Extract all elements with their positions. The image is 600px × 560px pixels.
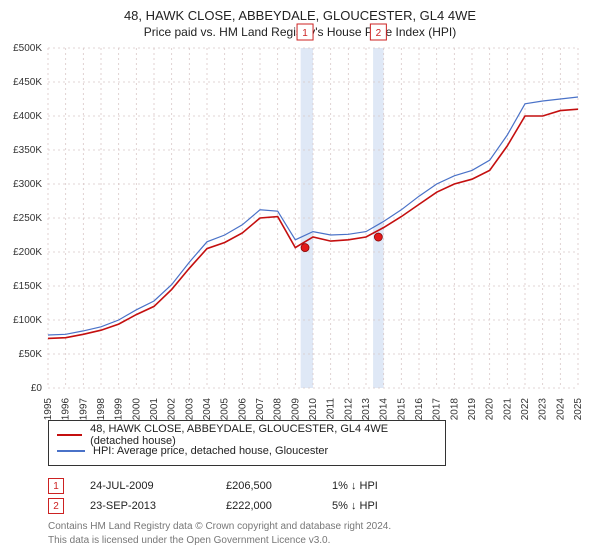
x-axis-label: 2011 (326, 398, 337, 420)
highlight-band (301, 48, 313, 388)
y-axis-label: £100K (13, 315, 42, 326)
transaction-price: £206,500 (226, 480, 306, 492)
x-axis-label: 2020 (485, 398, 496, 421)
sale-point-icon (374, 233, 382, 241)
index-marker-label: 1 (302, 28, 308, 39)
attribution-line: This data is licensed under the Open Gov… (48, 534, 578, 548)
x-axis-label: 2022 (520, 398, 531, 421)
x-axis-label: 2003 (184, 398, 195, 421)
x-axis-label: 2000 (131, 398, 142, 421)
attribution-line: Contains HM Land Registry data © Crown c… (48, 520, 578, 534)
y-axis-label: £450K (13, 77, 42, 88)
legend-item: 48, HAWK CLOSE, ABBEYDALE, GLOUCESTER, G… (57, 427, 437, 443)
transaction-index-icon: 1 (48, 478, 64, 494)
transaction-rows: 1 24-JUL-2009 £206,500 1% ↓ HPI 2 23-SEP… (48, 476, 578, 516)
y-axis-label: £250K (13, 213, 42, 224)
x-axis-label: 2019 (467, 398, 478, 421)
transaction-row: 2 23-SEP-2013 £222,000 5% ↓ HPI (48, 496, 578, 516)
x-axis-label: 2006 (237, 398, 248, 421)
legend-swatch (57, 434, 82, 436)
x-axis-label: 2021 (502, 398, 513, 421)
legend-box: 48, HAWK CLOSE, ABBEYDALE, GLOUCESTER, G… (48, 420, 446, 466)
x-axis-label: 2014 (379, 398, 390, 421)
y-axis-label: £300K (13, 179, 42, 190)
x-axis-label: 1998 (96, 398, 107, 421)
x-axis-label: 1995 (43, 398, 54, 421)
attribution: Contains HM Land Registry data © Crown c… (48, 520, 578, 547)
legend-label: HPI: Average price, detached house, Glou… (93, 445, 328, 457)
x-axis-label: 2018 (449, 398, 460, 421)
x-axis-label: 2009 (290, 398, 301, 421)
x-axis-label: 2007 (255, 398, 266, 421)
x-axis-label: 2023 (538, 398, 549, 421)
x-axis-label: 2002 (167, 398, 178, 421)
x-axis-label: 2017 (432, 398, 443, 421)
line-chart: £0£50K£100K£150K£200K£250K£300K£350K£400… (48, 48, 578, 388)
y-axis-label: £50K (19, 349, 43, 360)
y-axis-label: £0 (31, 383, 43, 394)
x-axis-label: 2024 (555, 398, 566, 421)
x-axis-label: 2016 (414, 398, 425, 421)
x-axis-label: 2010 (308, 398, 319, 421)
y-axis-label: £500K (13, 43, 42, 54)
y-axis-label: £200K (13, 247, 42, 258)
x-axis-label: 2005 (220, 398, 231, 421)
legend-swatch (57, 450, 85, 452)
chart-title-line1: 48, HAWK CLOSE, ABBEYDALE, GLOUCESTER, G… (0, 8, 600, 23)
y-axis-label: £150K (13, 281, 42, 292)
x-axis-label: 1996 (61, 398, 72, 421)
transaction-delta: 5% ↓ HPI (332, 500, 378, 512)
x-axis-label: 2025 (573, 398, 584, 421)
y-axis-label: £400K (13, 111, 42, 122)
transaction-date: 23-SEP-2013 (90, 500, 200, 512)
index-marker-label: 2 (376, 28, 382, 39)
legend-label: 48, HAWK CLOSE, ABBEYDALE, GLOUCESTER, G… (90, 423, 437, 447)
x-axis-label: 2001 (149, 398, 160, 421)
x-axis-label: 2015 (396, 398, 407, 421)
x-axis-label: 2008 (273, 398, 284, 421)
legend-area: 48, HAWK CLOSE, ABBEYDALE, GLOUCESTER, G… (48, 420, 578, 516)
x-axis-label: 1997 (78, 398, 89, 421)
sale-point-icon (301, 244, 309, 252)
x-axis-label: 1999 (114, 398, 125, 421)
transaction-date: 24-JUL-2009 (90, 480, 200, 492)
transaction-delta: 1% ↓ HPI (332, 480, 378, 492)
x-axis-label: 2013 (361, 398, 372, 421)
transaction-price: £222,000 (226, 500, 306, 512)
x-axis-label: 2012 (343, 398, 354, 421)
y-axis-label: £350K (13, 145, 42, 156)
transaction-row: 1 24-JUL-2009 £206,500 1% ↓ HPI (48, 476, 578, 496)
x-axis-label: 2004 (202, 398, 213, 421)
transaction-index-icon: 2 (48, 498, 64, 514)
